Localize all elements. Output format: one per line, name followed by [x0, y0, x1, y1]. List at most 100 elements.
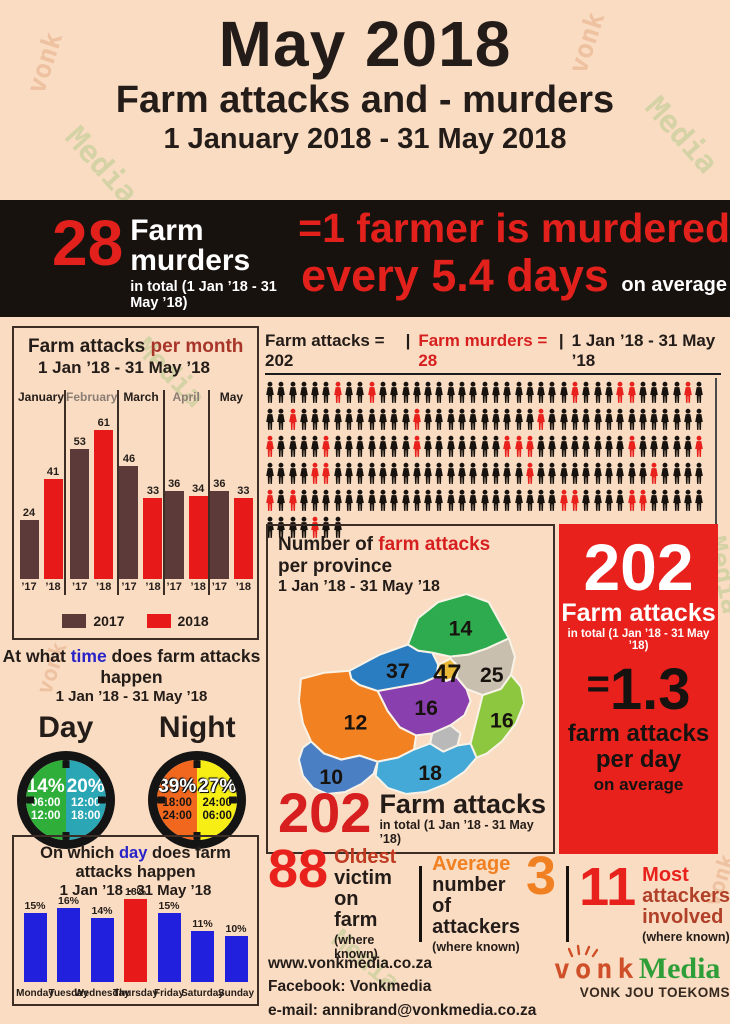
person-icon-murder — [265, 432, 276, 459]
weekday-name: Monday — [16, 988, 54, 999]
bar-column: 36 ’17 — [164, 478, 184, 595]
person-icon-attack — [265, 405, 276, 432]
person-icon-attack — [581, 486, 592, 513]
banner-left: 28 Farm murders in total (1 Jan ’18 - 31… — [52, 211, 292, 311]
person-icon-attack — [480, 459, 491, 486]
weekday-title: On which day does farm attacks happen — [40, 844, 231, 881]
person-icon-attack — [480, 405, 491, 432]
person-icon-attack — [412, 486, 423, 513]
bar-tick: ’17 — [121, 581, 137, 593]
person-icon-murder — [627, 486, 638, 513]
divider — [419, 866, 423, 942]
person-icon-attack — [660, 405, 671, 432]
person-icon-murder — [615, 378, 626, 405]
map-value-northern-cape: 12 — [344, 711, 368, 734]
person-icon-attack — [401, 459, 412, 486]
person-icon-attack — [344, 486, 355, 513]
bar-value: 46 — [122, 453, 136, 466]
person-icon-murder — [525, 432, 536, 459]
person-icon-attack — [525, 486, 536, 513]
bar — [70, 449, 90, 579]
time-title: At what time does farm attacks happen — [2, 646, 261, 687]
weekday-value: 16% — [57, 895, 79, 908]
person-icon-attack — [638, 432, 649, 459]
person-icon-attack — [333, 405, 344, 432]
person-icon-attack — [694, 486, 705, 513]
clock-notch — [157, 796, 166, 804]
bar-tick: ’18 — [190, 581, 206, 593]
person-icon-attack — [333, 513, 344, 540]
bar-value: 33 — [237, 485, 250, 498]
person-icon-attack — [423, 378, 434, 405]
night-clock-cell: Night 39% 18:00 24:00 27% 24:00 06:00 — [132, 711, 264, 849]
month-bars: 53 ’17 61 ’18 — [66, 407, 117, 595]
person-icon-attack — [683, 405, 694, 432]
person-icon-murder — [525, 459, 536, 486]
weekday-value: 15% — [24, 900, 46, 912]
person-icon-attack — [638, 459, 649, 486]
weekday-name: Saturday — [181, 988, 224, 999]
person-icon-attack — [502, 405, 513, 432]
month-bars: 46 ’17 33 ’18 — [119, 407, 163, 595]
person-icon-attack — [389, 459, 400, 486]
person-icon-attack — [604, 378, 615, 405]
rate-sub: on average — [593, 774, 684, 794]
headline-suffix: on average — [621, 274, 727, 296]
person-icon-murder — [288, 405, 299, 432]
person-icon-attack — [581, 378, 592, 405]
person-icon-attack — [491, 378, 502, 405]
pictogram-header: Farm attacks = 202 | Farm murders = 28 |… — [265, 331, 721, 375]
person-icon-grid — [265, 378, 717, 540]
person-icon-attack — [333, 459, 344, 486]
person-icon-attack — [514, 486, 525, 513]
month-label: April — [172, 390, 200, 404]
person-icon-attack — [649, 405, 660, 432]
person-icon-attack — [276, 486, 287, 513]
person-icon-attack — [570, 459, 581, 486]
person-icon-attack — [367, 432, 378, 459]
clock-notch — [25, 796, 34, 804]
weekday-column: 14% Wednesday — [74, 905, 129, 999]
person-icon-attack — [649, 486, 660, 513]
weekday-bar — [23, 913, 47, 982]
person-icon-attack — [604, 486, 615, 513]
province-gauteng — [436, 657, 460, 682]
person-icon-attack — [615, 405, 626, 432]
person-icon-murder — [649, 459, 660, 486]
person-icon-attack — [344, 405, 355, 432]
person-icon-attack — [468, 405, 479, 432]
person-icon-attack — [321, 513, 332, 540]
map-total-number: 202 — [278, 781, 372, 844]
weekday-name: Thursday — [113, 988, 159, 999]
header: May 2018 Farm attacks and - murders 1 Ja… — [0, 12, 730, 156]
day-label: Day — [38, 711, 94, 744]
person-icon-attack — [694, 405, 705, 432]
weekday-value: 10% — [225, 923, 247, 935]
person-icon-attack — [615, 486, 626, 513]
map-value-eastern-cape: 18 — [418, 762, 442, 785]
person-icon-attack — [299, 513, 310, 540]
time-of-day-panel: At what time does farm attacks happen 1 … — [0, 646, 263, 849]
person-icon-attack — [547, 405, 558, 432]
bar — [143, 498, 163, 579]
person-icon-attack — [288, 378, 299, 405]
person-icon-attack — [299, 459, 310, 486]
person-icon-attack — [593, 459, 604, 486]
rate-label: farm attacks per day — [567, 720, 710, 773]
person-icon-attack — [378, 405, 389, 432]
person-icon-murder — [367, 378, 378, 405]
person-icon-attack — [446, 378, 457, 405]
oldest-victim-value: 88 — [268, 839, 329, 899]
legend-swatch-2018 — [146, 614, 171, 628]
person-icon-attack — [457, 432, 468, 459]
person-icon-attack — [581, 432, 592, 459]
month-group: March 46 ’17 33 ’18 — [117, 390, 163, 595]
page-title: May 2018 — [218, 8, 512, 80]
stat-most-attackers: 11 Most attackers involved (where known) — [579, 856, 730, 944]
person-icon-attack — [457, 486, 468, 513]
day-clock: 14% 06:00 12:00 20% 12:00 18:00 — [16, 751, 115, 849]
murders-sub: in total (1 Jan ’18 - 31 May ’18) — [130, 279, 277, 311]
headline-line2: every 5.4 days — [301, 250, 609, 301]
person-icon-attack — [457, 405, 468, 432]
weekday-name: Tuesday — [48, 988, 89, 999]
